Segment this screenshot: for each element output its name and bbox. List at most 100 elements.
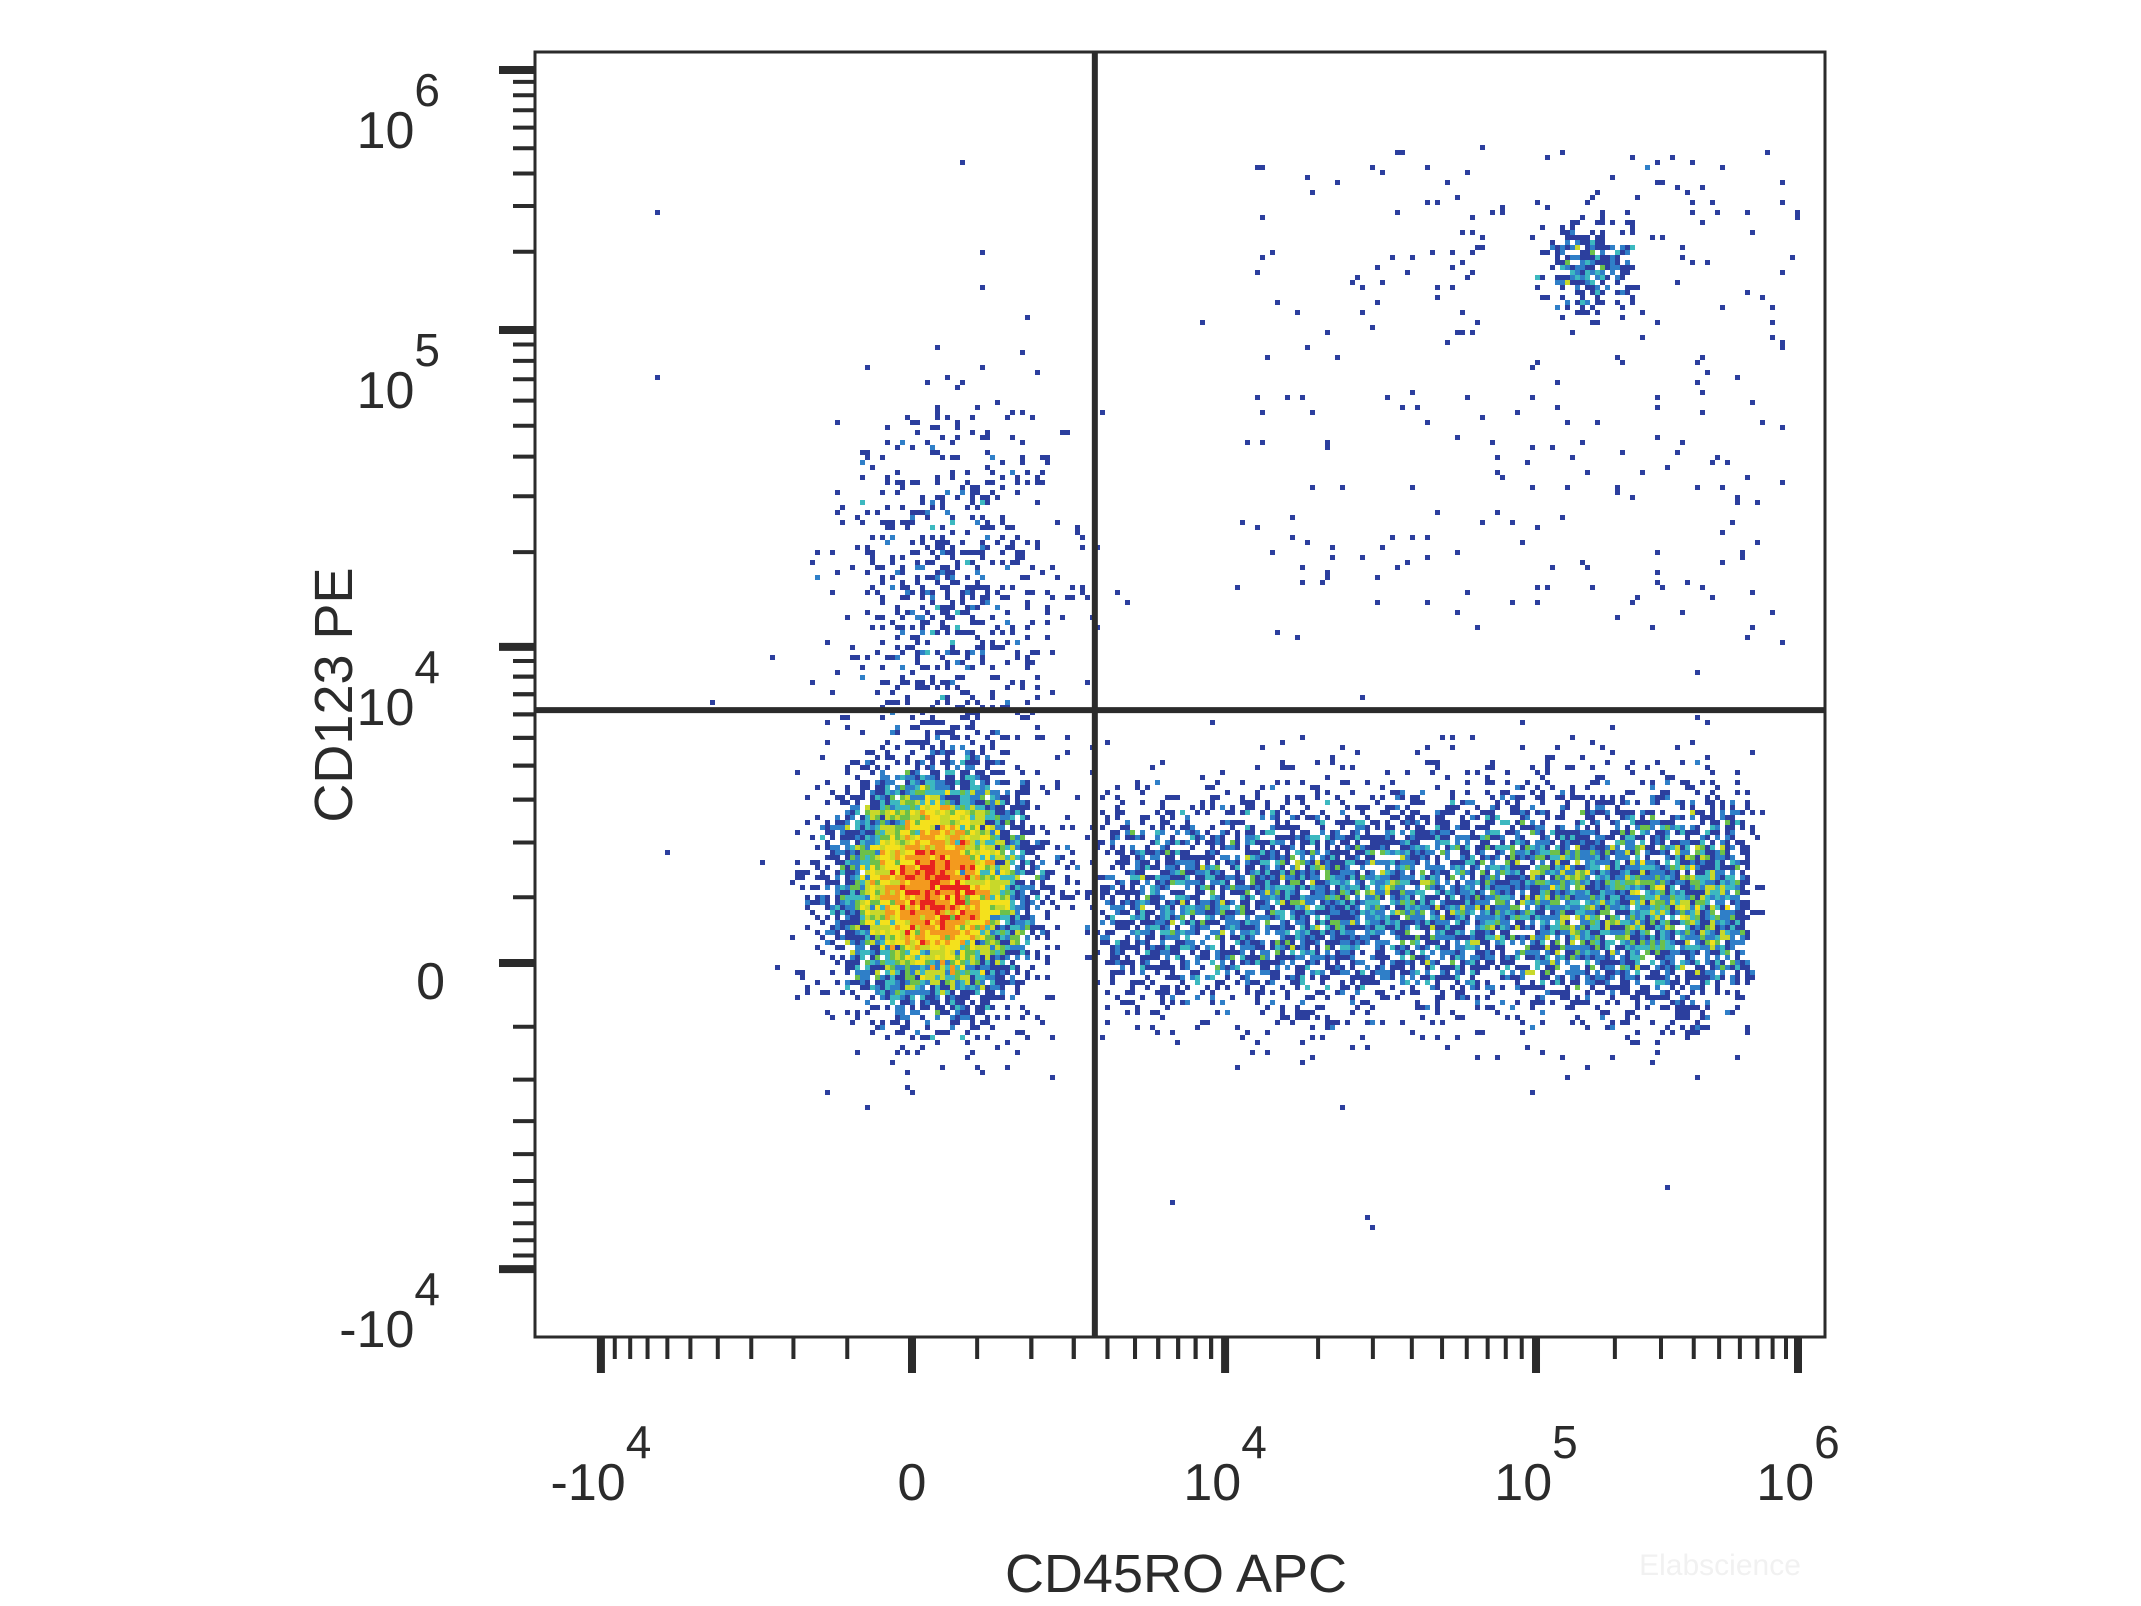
event-bin [1155,945,1160,950]
event-bin [1445,965,1450,970]
event-bin [960,815,965,820]
event-bin [930,960,935,965]
event-bin [900,935,905,940]
event-bin [985,885,990,890]
event-bin [1475,880,1480,885]
event-bin [1740,915,1745,920]
event-bin [1015,790,1020,795]
event-bin [1500,845,1505,850]
event-bin [885,950,890,955]
event-bin [1595,920,1600,925]
event-bin [1595,865,1600,870]
event-bin [1180,1000,1185,1005]
event-bin [1630,1040,1635,1045]
event-bin [1510,825,1515,830]
event-bin [1715,940,1720,945]
event-bin [920,965,925,970]
event-bin [1230,865,1235,870]
event-bin [1310,995,1315,1000]
event-bin [880,870,885,875]
event-bin [960,845,965,850]
event-bin [900,905,905,910]
event-bin [1600,840,1605,845]
event-bin [1470,935,1475,940]
event-bin [1310,1055,1315,1060]
event-bin [1170,835,1175,840]
event-bin [970,815,975,820]
event-bin [1365,965,1370,970]
event-bin [1000,895,1005,900]
event-bin [1300,970,1305,975]
event-bin [1235,940,1240,945]
event-bin [1295,980,1300,985]
event-bin [1155,925,1160,930]
event-bin [1285,895,1290,900]
event-bin [1690,810,1695,815]
event-bin [855,955,860,960]
event-bin [970,970,975,975]
event-bin [1245,900,1250,905]
event-bin [1610,975,1615,980]
event-bin [935,895,940,900]
event-bin [1705,875,1710,880]
event-bin [945,850,950,855]
event-bin [1365,1045,1370,1050]
event-bin [900,830,905,835]
event-bin [1665,940,1670,945]
event-bin [1425,885,1430,890]
event-bin [1430,760,1435,765]
event-bin [1435,865,1440,870]
event-bin [1005,865,1010,870]
event-bin [905,945,910,950]
event-bin [1115,860,1120,865]
event-bin [1215,980,1220,985]
event-bin [1580,870,1585,875]
event-bin [1745,935,1750,940]
event-bin [1740,840,1745,845]
event-bin [940,750,945,755]
event-bin [1365,895,1370,900]
event-bin [975,890,980,895]
event-bin [1240,930,1245,935]
event-bin [850,925,855,930]
event-bin [935,915,940,920]
event-bin [845,835,850,840]
event-bin [925,855,930,860]
event-bin [1450,845,1455,850]
event-bin [1010,815,1015,820]
event-bin [1555,885,1560,890]
event-bin [1440,1020,1445,1025]
event-bin [1650,810,1655,815]
event-bin [885,985,890,990]
event-bin [1225,875,1230,880]
event-bin [935,840,940,845]
event-bin [1560,895,1565,900]
event-bin [935,965,940,970]
event-bin [1365,860,1370,865]
event-bin [1535,825,1540,830]
event-bin [990,810,995,815]
event-bin [1550,855,1555,860]
event-bin [1400,940,1405,945]
event-bin [1365,875,1370,880]
event-bin [965,790,970,795]
event-bin [860,925,865,930]
event-bin [850,930,855,935]
event-bin [995,770,1000,775]
event-bin [1400,795,1405,800]
event-bin [1360,850,1365,855]
event-bin [985,765,990,770]
event-bin [1405,970,1410,975]
event-bin [1340,825,1345,830]
event-bin [1670,880,1675,885]
event-bin [1470,980,1475,985]
event-bin [935,975,940,980]
event-bin [1710,840,1715,845]
event-bin [950,1000,955,1005]
event-bin [1585,910,1590,915]
event-bin [865,1000,870,1005]
event-bin [1110,980,1115,985]
event-bin [1565,870,1570,875]
event-bin [895,875,900,880]
event-bin [920,955,925,960]
